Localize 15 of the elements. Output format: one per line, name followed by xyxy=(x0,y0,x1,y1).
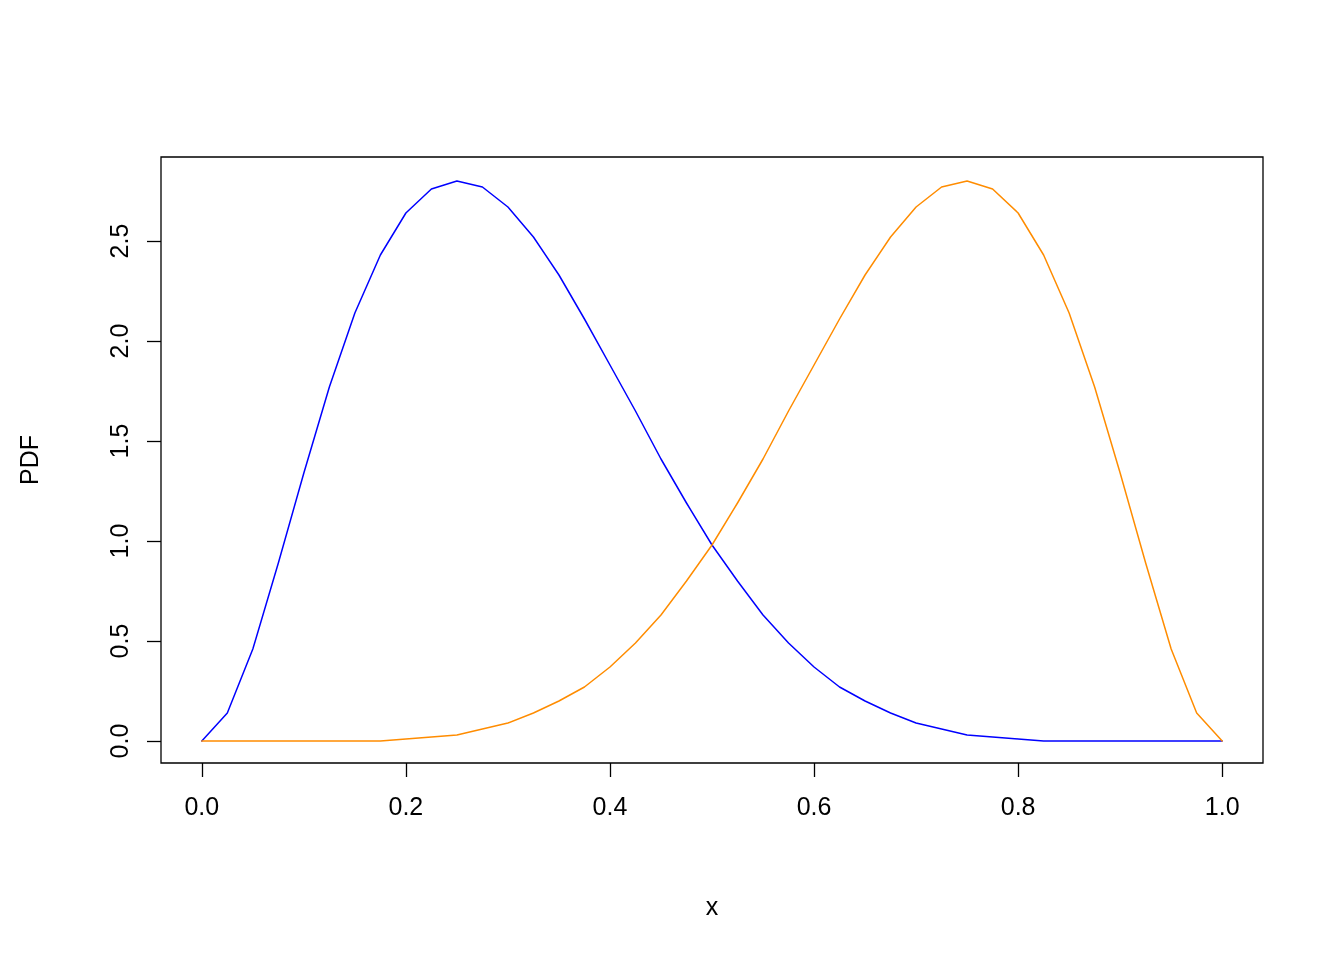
x-tick-label: 1.0 xyxy=(1204,791,1240,820)
y-axis-title: PDF xyxy=(14,435,43,485)
x-tick-label: 0.2 xyxy=(388,791,424,820)
y-tick-label: 0.0 xyxy=(104,723,133,759)
y-tick-label: 2.0 xyxy=(104,323,133,359)
x-axis-title: x xyxy=(705,891,719,920)
y-tick-label: 2.5 xyxy=(104,223,133,259)
y-tick-label: 1.5 xyxy=(104,423,133,459)
x-tick-label: 0.0 xyxy=(184,791,220,820)
x-tick-label: 0.4 xyxy=(592,791,628,820)
x-tick-label: 0.6 xyxy=(796,791,832,820)
line-series xyxy=(201,180,1223,742)
y-tick-label: 1.0 xyxy=(104,523,133,559)
y-tick-label: 0.5 xyxy=(104,623,133,659)
x-tick-label: 0.8 xyxy=(1000,791,1036,820)
